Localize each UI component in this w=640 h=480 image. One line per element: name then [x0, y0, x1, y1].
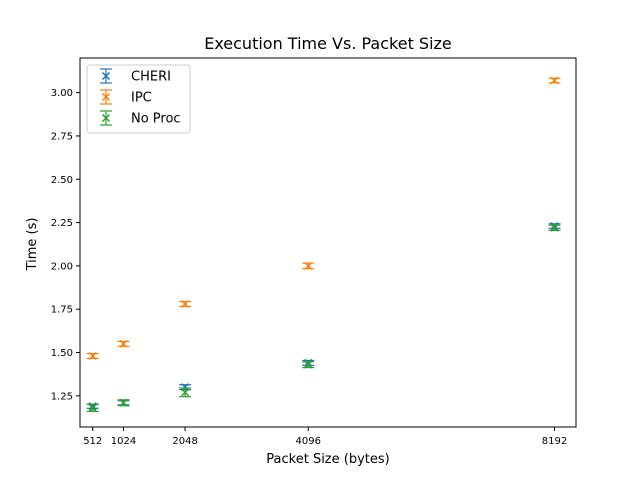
chart-title: Execution Time Vs. Packet Size [204, 34, 452, 53]
y-tick-label: 2.75 [51, 131, 73, 142]
legend-entry: IPC [100, 89, 152, 106]
x-marker [181, 388, 190, 397]
y-axis-label: Time (s) [25, 218, 40, 272]
x-marker [88, 351, 97, 361]
y-tick-label: 1.50 [51, 348, 73, 359]
data-point [86, 351, 99, 361]
x-marker [119, 339, 128, 348]
x-tick-label: 2048 [172, 436, 197, 447]
data-point [86, 403, 99, 413]
y-axis: 1.25 1.50 1.75 2.00 2.25 2.50 2.75 3.00 [51, 88, 80, 402]
x-axis-label: Packet Size (bytes) [266, 452, 389, 467]
x-marker [304, 360, 313, 369]
x-tick-label: 8192 [542, 436, 567, 447]
x-marker [550, 223, 559, 232]
legend-entry: CHERI [100, 68, 171, 85]
data-point [548, 223, 561, 232]
series-ipc [86, 76, 561, 361]
y-tick-label: 2.50 [51, 175, 73, 186]
y-tick-label: 2.25 [51, 218, 73, 229]
y-tick-label: 3.00 [51, 88, 73, 99]
data-point [179, 387, 192, 398]
x-axis: 512 1024 2048 4096 8192 [83, 427, 567, 447]
data-point [179, 299, 192, 309]
legend-label: IPC [131, 91, 152, 106]
legend-label: CHERI [131, 70, 171, 85]
legend-box [86, 64, 191, 134]
x-tick-label: 512 [83, 436, 102, 447]
y-tick-label: 1.25 [51, 391, 73, 402]
x-marker [181, 299, 190, 309]
x-marker [304, 261, 313, 270]
data-series [86, 76, 561, 413]
data-point [117, 398, 130, 407]
legend-x-marker [101, 92, 111, 102]
x-marker [88, 403, 97, 412]
legend-x-marker [101, 113, 111, 123]
series-cheri [86, 222, 561, 411]
data-point [302, 360, 315, 369]
data-point [302, 261, 315, 270]
y-tick-label: 1.75 [51, 305, 73, 316]
legend-x-marker [101, 71, 111, 81]
legend-label: No Proc [131, 112, 181, 127]
data-point [548, 76, 561, 85]
legend: CHERI IPC No Proc [86, 64, 191, 134]
x-marker [550, 76, 559, 85]
x-tick-label: 1024 [111, 436, 136, 447]
series-no-proc [86, 223, 561, 413]
legend-entry: No Proc [100, 110, 181, 127]
x-marker [119, 398, 128, 407]
y-tick-label: 2.00 [51, 261, 73, 272]
plot-frame [79, 57, 577, 428]
x-tick-label: 4096 [295, 436, 320, 447]
data-point [117, 339, 130, 348]
